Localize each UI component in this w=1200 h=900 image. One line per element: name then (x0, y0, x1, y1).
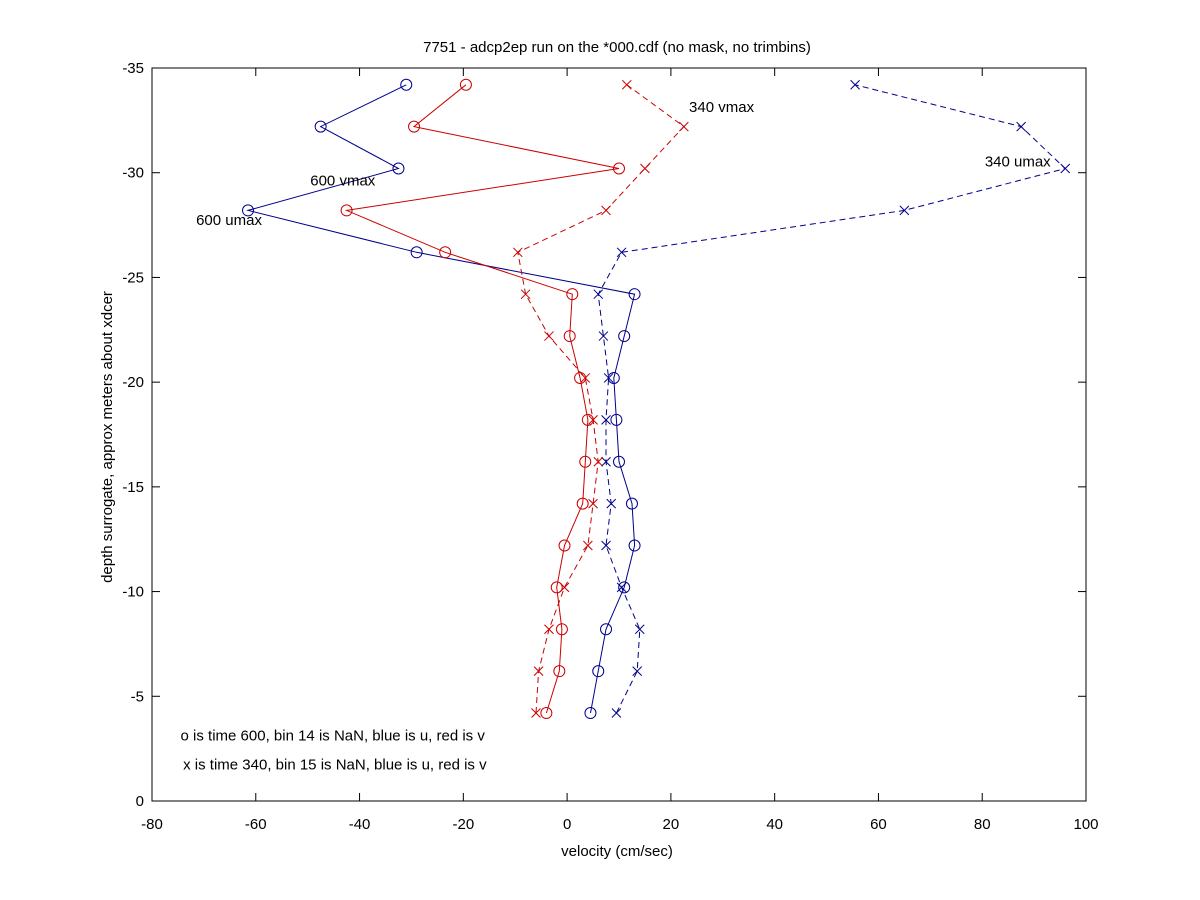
data-point-u340 (598, 331, 609, 341)
data-point-u340 (601, 456, 611, 467)
plot-area: -80 -60 -40 -20 0 20 40 60 80 100 0 -5 -10 -15 -20 -25 -… (122, 60, 1098, 833)
data-point-v340 (520, 289, 531, 300)
annotation: 340 umax (985, 153, 1051, 170)
data-point-v340 (512, 247, 523, 258)
data-point-v600 (576, 497, 589, 510)
y-tick-label: -5 (131, 688, 144, 705)
data-point-u600 (241, 204, 254, 217)
data-point-v600 (613, 162, 625, 175)
data-point-v340 (640, 163, 650, 174)
data-point-u600 (584, 707, 597, 720)
data-point-v600 (439, 246, 452, 259)
data-point-v600 (459, 78, 472, 91)
x-tick-label: 80 (974, 816, 991, 833)
annotation: 600 umax (196, 212, 262, 229)
y-axis-title: depth surrogate, approx meters about xdc… (99, 291, 116, 583)
x-tick-label: -40 (349, 816, 371, 833)
x-tick-label: 100 (1073, 816, 1098, 833)
data-point-u340 (616, 582, 627, 593)
data-point-u600 (600, 623, 613, 636)
x-tick-label: -80 (141, 816, 163, 833)
data-point-v600 (555, 623, 568, 636)
series-line-v600 (344, 84, 620, 714)
data-point-v600 (550, 581, 563, 594)
annotation: 340 vmax (689, 99, 755, 116)
data-point-v600 (558, 539, 571, 552)
data-point-u600 (392, 162, 405, 175)
data-point-v340 (588, 414, 598, 425)
data-point-u600 (613, 455, 625, 468)
data-point-v340 (559, 582, 570, 593)
data-point-u600 (314, 120, 327, 133)
data-point-v600 (566, 288, 579, 301)
x-tick-label: 0 (563, 816, 571, 833)
y-tick-label: -20 (122, 374, 144, 391)
data-point-u340 (632, 666, 643, 677)
annotation: o is time 600, bin 14 is NaN, blue is u,… (181, 727, 486, 744)
data-point-v600 (553, 665, 566, 678)
x-tick-label: 40 (766, 816, 783, 833)
data-point-v600 (408, 120, 421, 133)
annotation: x is time 340, bin 15 is NaN, blue is u,… (183, 757, 487, 774)
data-point-v340 (593, 456, 604, 467)
data-point-u340 (603, 373, 614, 383)
data-point-u600 (400, 78, 413, 91)
data-point-v340 (544, 624, 554, 635)
data-point-u340 (601, 540, 611, 551)
data-point-u600 (628, 539, 641, 552)
data-point-v340 (531, 708, 541, 718)
data-point-v600 (563, 330, 576, 343)
series-line-v340 (517, 84, 685, 714)
data-point-v600 (540, 707, 553, 720)
data-point-u340 (593, 289, 604, 300)
series-line-u600 (246, 84, 636, 714)
data-point-u340 (899, 205, 910, 216)
y-tick-label: -35 (122, 60, 144, 77)
data-point-u600 (618, 581, 631, 594)
data-point-v600 (340, 204, 353, 217)
chart-title: 7751 - adcp2ep run on the *000.cdf (no m… (423, 39, 811, 56)
y-tick-label: -25 (122, 269, 144, 286)
x-tick-label: 60 (870, 816, 887, 833)
data-point-u340 (616, 247, 627, 258)
data-point-v340 (679, 121, 689, 132)
series-line-u340 (597, 84, 1067, 714)
data-point-u600 (592, 665, 605, 678)
data-point-u340 (611, 708, 622, 718)
data-point-v340 (583, 540, 593, 551)
data-point-u600 (628, 288, 641, 301)
data-point-u600 (618, 330, 631, 343)
axes-frame (151, 67, 1087, 802)
y-tick-label: -15 (122, 479, 144, 496)
data-point-v340 (601, 205, 611, 216)
data-point-u340 (634, 624, 645, 635)
data-point-u600 (410, 246, 423, 259)
y-tick-label: -30 (122, 165, 144, 182)
x-tick-label: 20 (663, 816, 680, 833)
data-point-u340 (601, 414, 611, 425)
y-tick-label: -10 (122, 584, 144, 601)
data-point-u340 (606, 498, 617, 509)
data-point-u600 (610, 413, 623, 426)
data-point-v340 (544, 331, 554, 341)
data-point-v340 (533, 666, 544, 677)
x-axis-title: velocity (cm/sec) (561, 843, 673, 860)
data-point-u340 (1060, 163, 1071, 174)
data-point-v340 (621, 79, 632, 90)
annotation: 600 vmax (310, 172, 376, 189)
data-point-u600 (625, 497, 638, 510)
data-point-u340 (850, 79, 860, 90)
y-tick-label: 0 (136, 793, 144, 810)
data-point-v600 (579, 455, 592, 468)
data-point-v340 (588, 498, 598, 509)
data-point-v340 (580, 373, 591, 383)
x-tick-label: -20 (452, 816, 474, 833)
x-tick-label: -60 (245, 816, 267, 833)
data-point-u340 (1016, 121, 1026, 132)
